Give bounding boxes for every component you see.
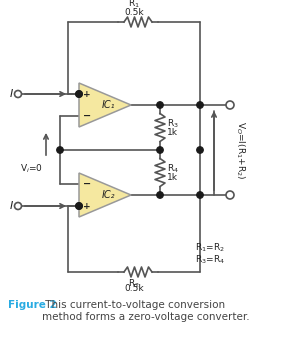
- Text: R$_1$: R$_1$: [128, 0, 140, 10]
- Text: V$_i$=0: V$_i$=0: [20, 162, 43, 175]
- Text: Figure 2: Figure 2: [8, 300, 57, 310]
- Text: −: −: [83, 111, 91, 121]
- Text: −: −: [83, 179, 91, 189]
- Polygon shape: [79, 83, 131, 127]
- Circle shape: [157, 147, 163, 153]
- Polygon shape: [79, 173, 131, 217]
- Circle shape: [157, 192, 163, 198]
- Text: V$_O$=I(R$_1$+R$_2$): V$_O$=I(R$_1$+R$_2$): [234, 121, 246, 179]
- Circle shape: [76, 203, 82, 209]
- Text: R$_4$: R$_4$: [167, 162, 179, 175]
- Circle shape: [197, 192, 203, 198]
- Text: +: +: [83, 90, 91, 99]
- Text: I: I: [10, 201, 13, 211]
- Text: R$_3$=R$_4$: R$_3$=R$_4$: [195, 254, 225, 266]
- Circle shape: [197, 147, 203, 153]
- Circle shape: [57, 147, 63, 153]
- Text: IC₂: IC₂: [101, 190, 115, 200]
- Circle shape: [226, 191, 234, 199]
- Text: I: I: [10, 89, 13, 99]
- Circle shape: [14, 203, 22, 210]
- Circle shape: [76, 91, 82, 97]
- Text: R$_1$=R$_2$: R$_1$=R$_2$: [195, 242, 225, 254]
- Text: R$_3$: R$_3$: [167, 117, 179, 130]
- Circle shape: [226, 101, 234, 109]
- Circle shape: [197, 102, 203, 108]
- Text: 1k: 1k: [167, 173, 178, 182]
- Text: 1k: 1k: [167, 128, 178, 137]
- Text: IC₁: IC₁: [101, 100, 115, 110]
- Text: This current-to-voltage conversion
method forms a zero-voltage converter.: This current-to-voltage conversion metho…: [42, 300, 250, 322]
- Circle shape: [14, 91, 22, 98]
- Circle shape: [157, 102, 163, 108]
- Text: R$_2$: R$_2$: [128, 277, 140, 289]
- Text: 0.5k: 0.5k: [124, 284, 144, 293]
- Text: 0.5k: 0.5k: [124, 8, 144, 17]
- Circle shape: [76, 203, 82, 209]
- Text: +: +: [83, 202, 91, 211]
- Circle shape: [76, 91, 82, 97]
